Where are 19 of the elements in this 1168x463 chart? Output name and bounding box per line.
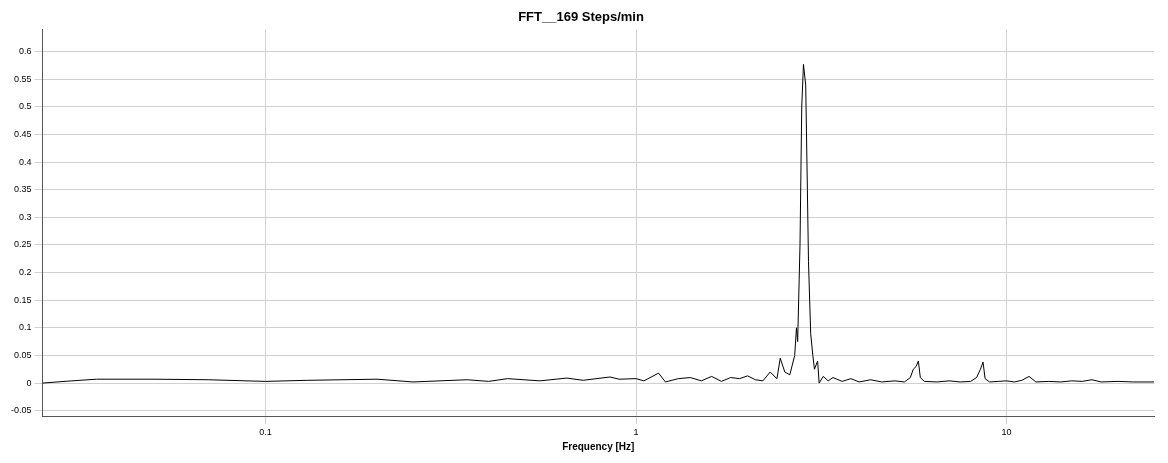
y-tick-label: 0.55: [13, 73, 32, 84]
x-axis-title: Frequency [Hz]: [562, 440, 635, 452]
y-tick-label: 0.1: [19, 322, 32, 333]
y-tick-label: 0: [26, 377, 32, 388]
x-tick-label: 1: [633, 427, 639, 438]
y-tick-label: 0.6: [19, 46, 32, 57]
y-tick-label: 0.35: [13, 184, 32, 195]
y-tick-label: 0.4: [19, 156, 32, 167]
y-tick-label: 0.05: [13, 349, 32, 360]
chart-title: FFT__169 Steps/min: [518, 9, 644, 25]
y-tick-label: -0.05: [11, 405, 32, 416]
x-tick-label: 10: [1001, 427, 1012, 438]
y-tick-label: 0.45: [13, 129, 32, 140]
y-tick-label: 0.2: [19, 267, 32, 278]
y-tick-label: 0.5: [19, 101, 32, 112]
y-tick-label: 0.25: [13, 239, 32, 250]
y-tick-label: 0.3: [19, 211, 32, 222]
y-tick-label: 0.15: [13, 294, 32, 305]
x-tick-label: 0.1: [259, 427, 272, 438]
